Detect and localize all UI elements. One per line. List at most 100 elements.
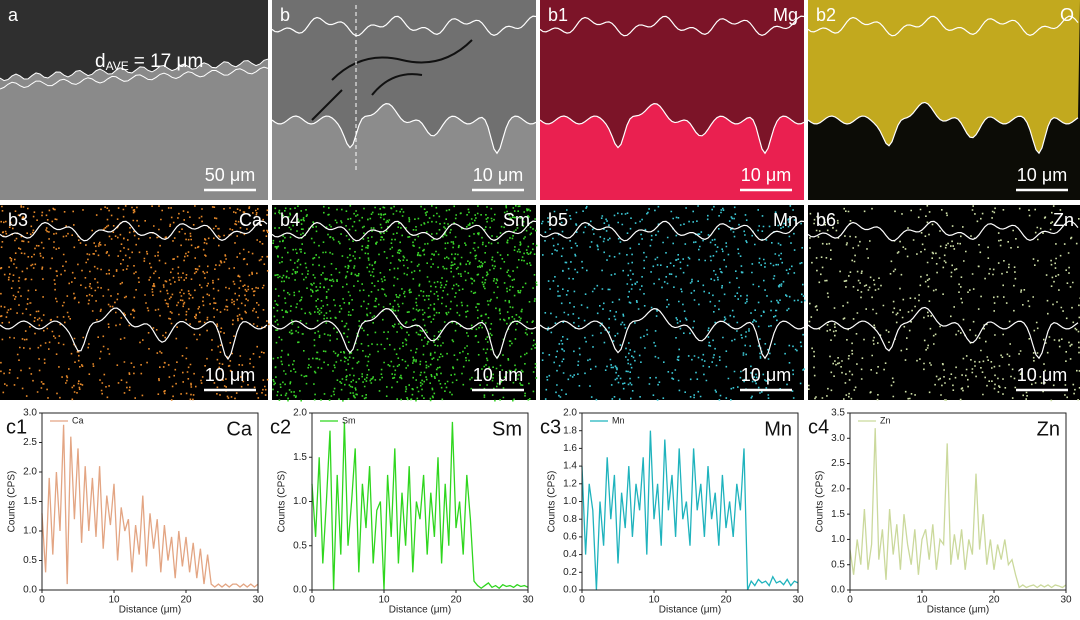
x-tick-label: 10	[378, 595, 390, 606]
chart-panel-label: c3	[540, 416, 561, 438]
y-tick-label: 3.0	[23, 408, 37, 419]
panel-label: b1	[548, 5, 568, 25]
y-tick-label: 3.5	[831, 408, 845, 419]
panel-label: b6	[816, 210, 836, 230]
coating-region	[272, 0, 536, 154]
chart-panel-label: c1	[6, 416, 27, 438]
element-label: O	[1060, 5, 1074, 25]
interface-line	[0, 307, 268, 361]
y-tick-label: 0.8	[563, 514, 577, 525]
y-tick-label: 1.2	[563, 478, 577, 489]
image-panel: a 50 μm dAVE = 17 μm	[0, 0, 269, 200]
thickness-annotation: dAVE = 17 μm	[95, 51, 203, 73]
panel-background	[540, 205, 804, 400]
y-axis-title: Counts (CPS)	[277, 471, 288, 533]
element-label: Zn	[1053, 210, 1074, 230]
image-panel: b3 Ca 10 μm	[0, 205, 270, 401]
x-tick-label: 0	[309, 595, 315, 606]
element-label: Ca	[226, 418, 252, 440]
y-tick-label: 1.8	[563, 425, 577, 436]
x-tick-label: 20	[450, 595, 462, 606]
y-tick-label: 0.5	[831, 559, 845, 570]
data-line	[41, 424, 259, 588]
panel-label: b4	[280, 210, 300, 230]
image-panel: b5 Mn 10 μm	[539, 205, 806, 401]
y-tick-label: 1.4	[563, 461, 577, 472]
x-tick-label: 10	[916, 595, 928, 606]
data-line	[581, 430, 799, 591]
y-axis-title: Counts (CPS)	[547, 471, 558, 533]
element-label: Mn	[764, 418, 792, 440]
element-label: Mg	[773, 5, 798, 25]
y-tick-label: 2.5	[23, 437, 37, 448]
coating-region	[808, 0, 1080, 154]
x-tick-label: 10	[648, 595, 660, 606]
y-tick-label: 2.5	[831, 458, 845, 469]
image-panel: b1 Mg 10 μm	[539, 0, 805, 200]
chart-panel-label: c4	[808, 416, 829, 438]
x-tick-label: 0	[579, 595, 585, 606]
y-tick-label: 0.5	[293, 540, 307, 551]
x-tick-label: 30	[252, 595, 264, 606]
y-tick-label: 2.0	[293, 408, 307, 419]
y-tick-label: 0.0	[293, 585, 307, 596]
x-tick-label: 30	[1060, 595, 1072, 606]
x-tick-label: 30	[522, 595, 534, 606]
y-tick-label: 2.0	[23, 467, 37, 478]
y-tick-label: 2.0	[563, 408, 577, 419]
element-label: Sm	[492, 418, 522, 440]
x-tick-label: 30	[792, 595, 804, 606]
y-tick-label: 1.6	[563, 443, 577, 454]
coating-region	[540, 0, 804, 154]
legend-label: Mn	[612, 415, 625, 425]
scale-bar-label: 10 μm	[741, 365, 791, 385]
x-axis-title: Distance (μm)	[389, 605, 451, 616]
y-axis-title: Counts (CPS)	[7, 471, 18, 533]
annotation-rest: = 17 μm	[134, 51, 204, 72]
interface-line	[807, 15, 1079, 37]
x-axis-title: Distance (μm)	[119, 605, 181, 616]
y-tick-label: 0.0	[831, 585, 845, 596]
interface-line	[539, 308, 805, 360]
scale-bar-label: 10 μm	[473, 165, 523, 185]
coating-region	[0, 0, 268, 81]
plot-frame	[849, 412, 1067, 591]
data-line	[311, 421, 529, 591]
interface-line	[0, 66, 269, 90]
annotation-main: d	[95, 51, 106, 72]
x-axis-title: Distance (μm)	[659, 605, 721, 616]
x-tick-label: 0	[847, 595, 853, 606]
image-panel: b6 Zn 10 μm	[807, 205, 1080, 402]
interface-line	[807, 306, 1079, 360]
legend-label: Ca	[72, 415, 84, 425]
image-panel: b2 O 10 μm	[807, 0, 1080, 200]
x-tick-label: 10	[108, 595, 120, 606]
legend-label: Sm	[342, 415, 356, 425]
interface-line	[271, 220, 537, 242]
panel-label: a	[8, 5, 19, 25]
interface-line	[539, 220, 805, 242]
interface-line	[539, 15, 805, 37]
scale-bar-label: 50 μm	[205, 165, 255, 185]
interface-line	[807, 220, 1079, 242]
interface-line	[807, 101, 1079, 155]
element-dots	[0, 205, 270, 401]
element-label: Mn	[773, 210, 798, 230]
y-axis-title: Counts (CPS)	[815, 471, 826, 533]
interface-line	[271, 15, 537, 37]
y-tick-label: 1.5	[831, 509, 845, 520]
interface-line	[0, 220, 268, 242]
x-tick-label: 20	[720, 595, 732, 606]
image-panel: b4 Sm 10 μm	[271, 205, 538, 402]
element-label: Sm	[503, 210, 530, 230]
y-tick-label: 1.0	[23, 526, 37, 537]
interface-line	[539, 103, 805, 155]
crack	[311, 39, 473, 121]
y-tick-label: 1.5	[293, 452, 307, 463]
x-axis-title: Distance (μm)	[927, 605, 989, 616]
y-tick-label: 1.0	[293, 496, 307, 507]
x-tick-label: 0	[39, 595, 45, 606]
data-line	[849, 428, 1067, 589]
y-tick-label: 0.0	[563, 585, 577, 596]
